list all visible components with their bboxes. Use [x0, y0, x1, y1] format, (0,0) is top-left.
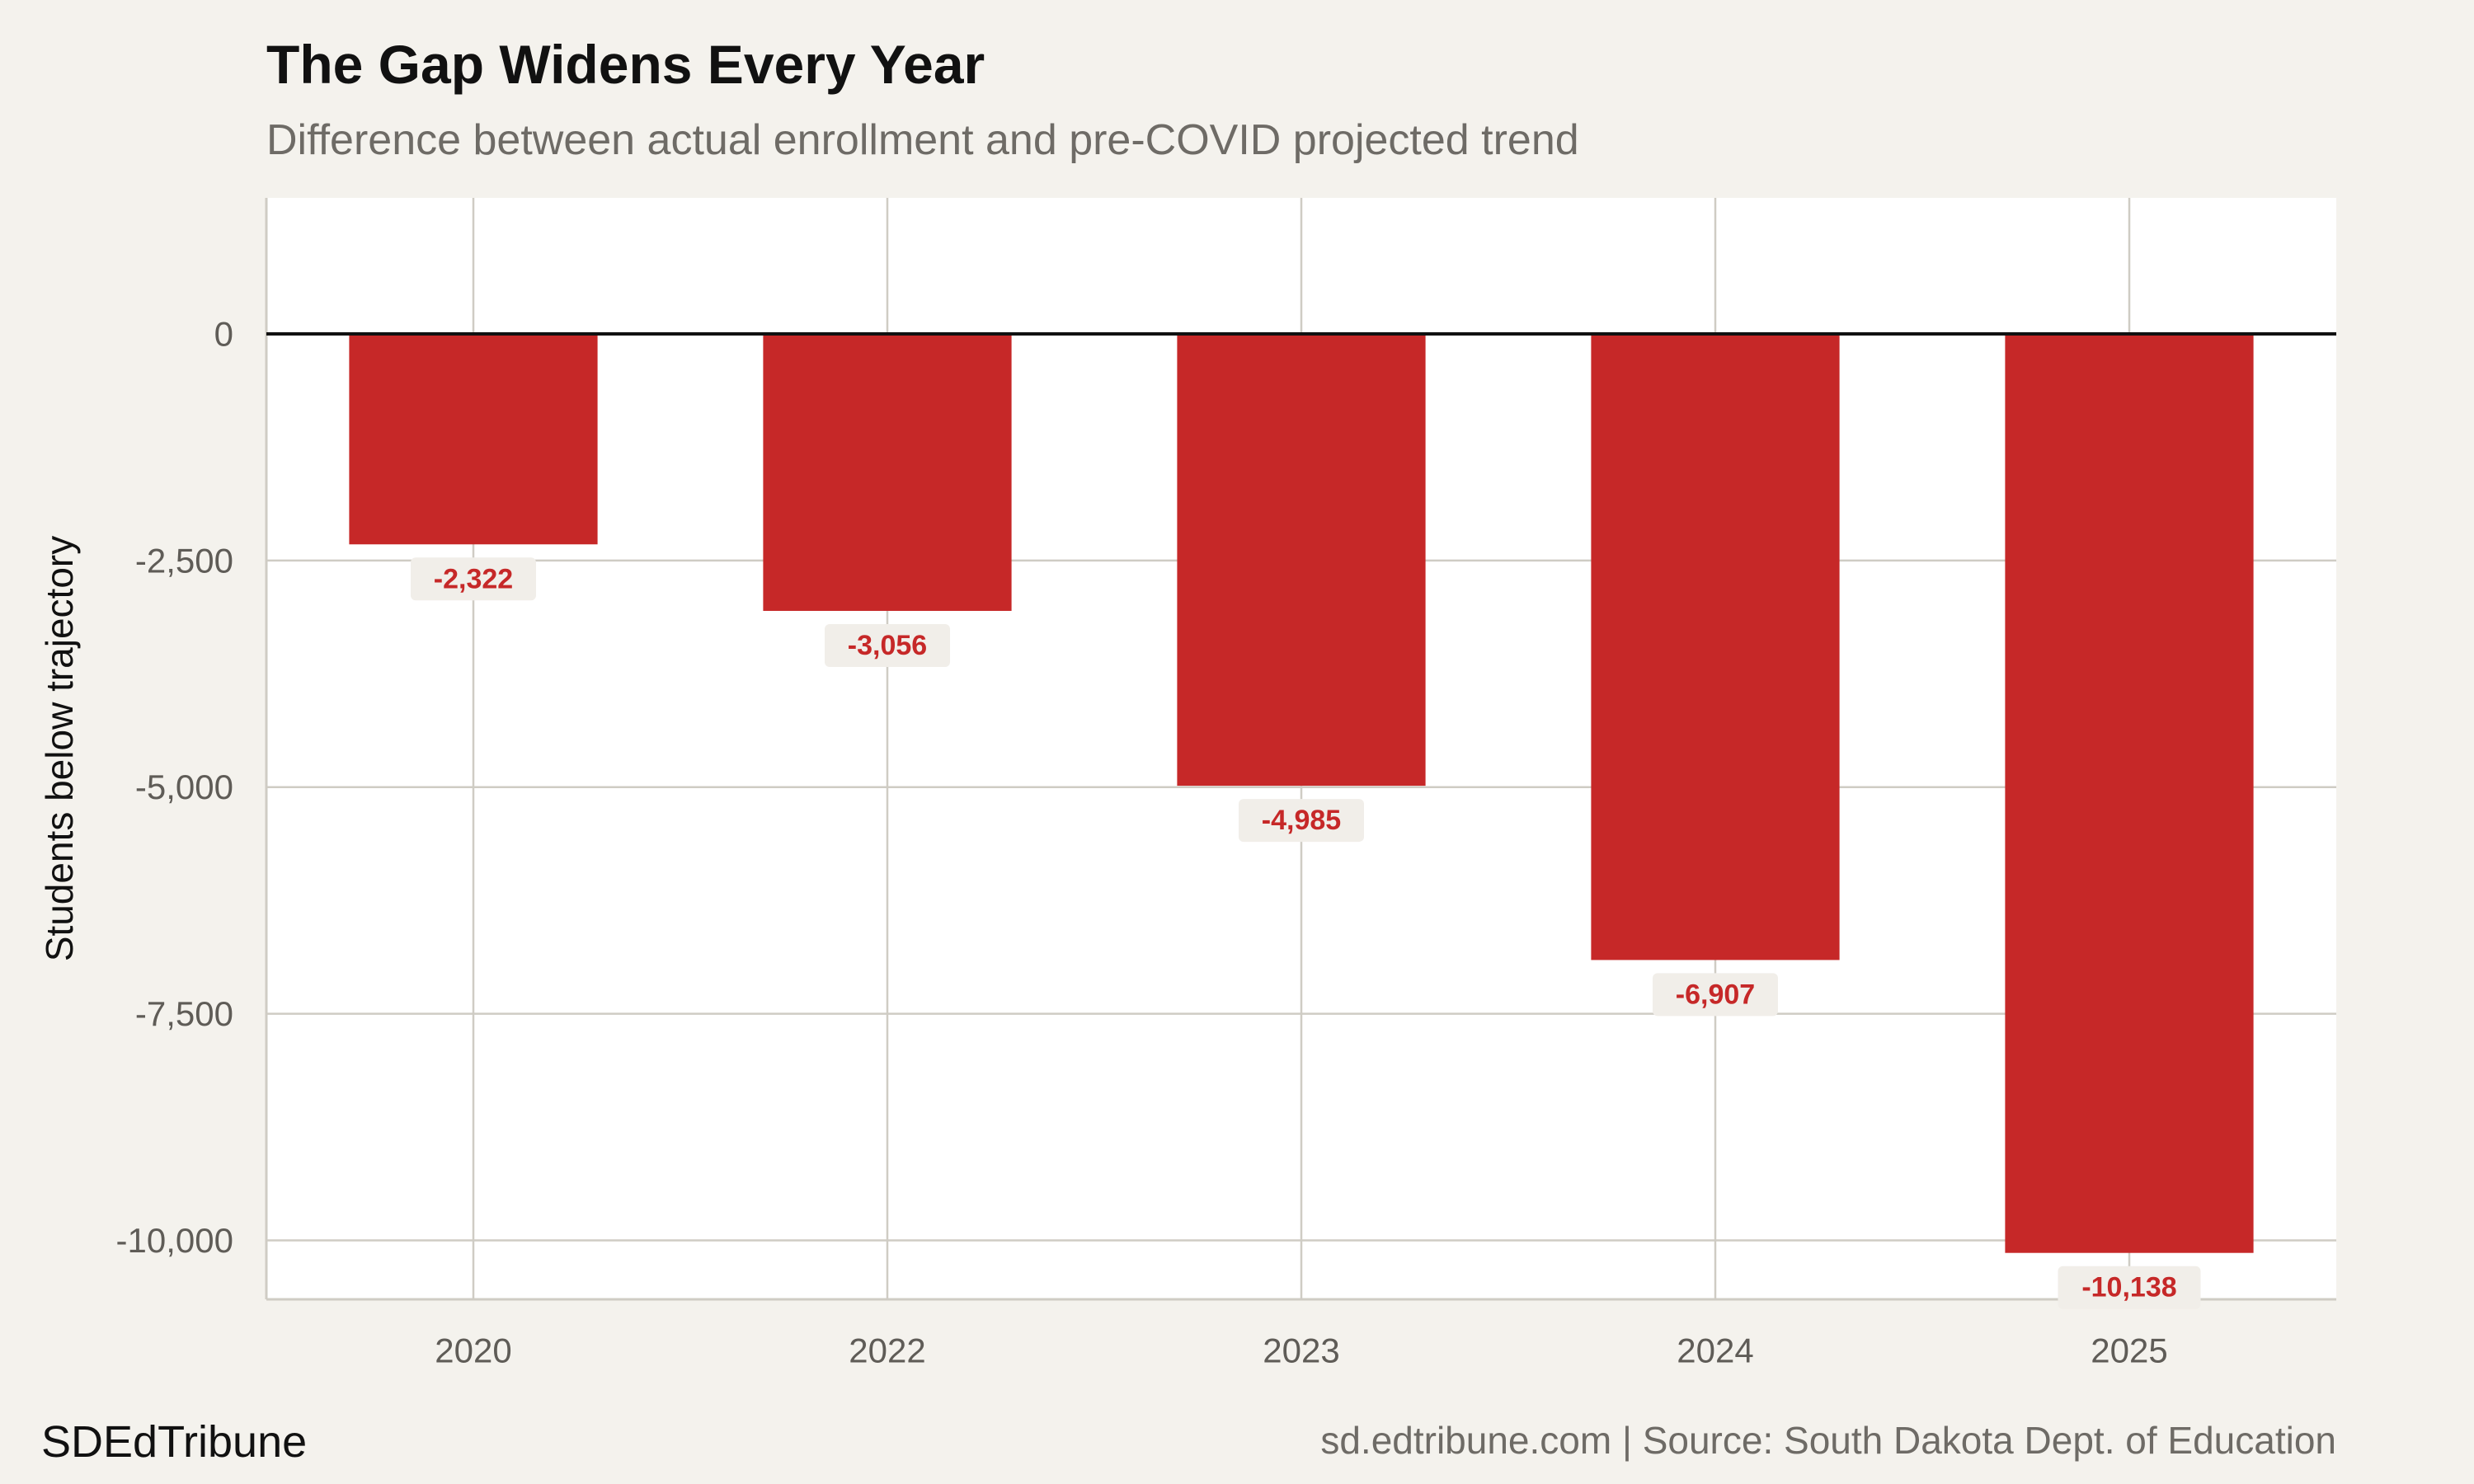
value-label-box [411, 557, 536, 601]
chart-title: The Gap Widens Every Year [266, 34, 985, 95]
y-tick-label: -5,000 [135, 768, 233, 806]
value-label-2022: -3,056 [848, 630, 927, 661]
value-label-box [1653, 973, 1778, 1017]
y-tick-label: -2,500 [135, 541, 233, 580]
x-tick-label: 2024 [1677, 1331, 1753, 1370]
y-axis-label: Students below trajectory [38, 535, 81, 962]
value-label-2023: -4,985 [1262, 805, 1341, 836]
bar-2020 [349, 333, 598, 545]
y-tick-label: -7,500 [135, 994, 233, 1033]
x-tick-label: 2022 [849, 1331, 925, 1370]
x-tick-label: 2023 [1263, 1331, 1339, 1370]
value-label-2024: -6,907 [1676, 979, 1755, 1010]
y-tick-label: -10,000 [116, 1221, 233, 1260]
value-label-box [825, 623, 950, 667]
value-label-2020: -2,322 [434, 563, 513, 594]
bar-2022 [763, 333, 1012, 611]
bar-2023 [1177, 333, 1426, 787]
source-credit: sd.edtribune.com | Source: South Dakota … [1320, 1419, 2336, 1462]
value-label-box [1239, 799, 1364, 843]
x-tick-label: 2020 [435, 1331, 511, 1370]
y-tick-label: 0 [214, 314, 233, 353]
bar-2025 [2005, 333, 2254, 1253]
bar-2024 [1591, 333, 1840, 960]
x-tick-label: 2025 [2091, 1331, 2167, 1370]
value-label-2025: -10,138 [2081, 1272, 2176, 1303]
brand-label: SDEdTribune [41, 1417, 308, 1467]
value-label-box [2058, 1266, 2201, 1309]
chart-subtitle: Difference between actual enrollment and… [266, 116, 1579, 164]
